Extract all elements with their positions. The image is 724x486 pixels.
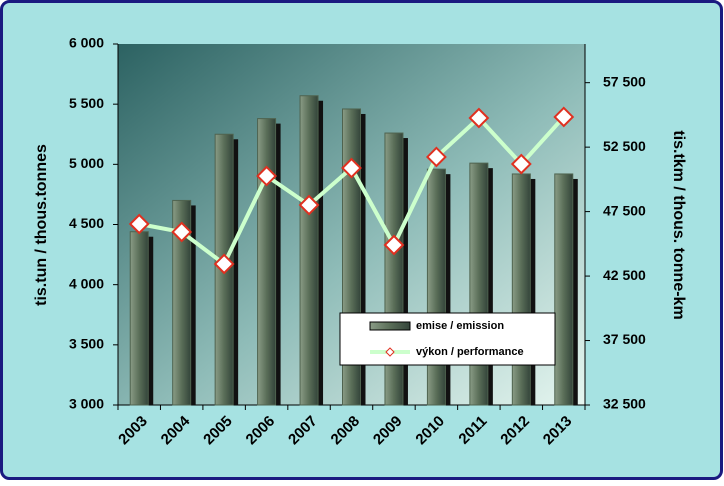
y-tick-label: 5 500 bbox=[69, 95, 104, 111]
y2-tick-label: 57 500 bbox=[603, 73, 646, 89]
line-marker bbox=[510, 153, 532, 175]
bar bbox=[469, 162, 489, 406]
line-marker bbox=[341, 157, 362, 179]
y-tick-label: 3 000 bbox=[69, 396, 104, 412]
bar bbox=[426, 168, 446, 406]
line-marker bbox=[298, 194, 320, 216]
y2-tick-label: 32 500 bbox=[603, 396, 646, 412]
y-tick-label: 4 500 bbox=[69, 215, 104, 231]
line-marker bbox=[256, 165, 278, 187]
legend: emise / emission výkon / performance bbox=[339, 312, 556, 366]
bar bbox=[299, 95, 319, 406]
bar bbox=[511, 173, 531, 406]
y-tick-label: 5 000 bbox=[69, 155, 104, 171]
y-tick-label: 3 500 bbox=[69, 336, 104, 352]
line-marker bbox=[425, 146, 447, 168]
y-tick-label: 6 000 bbox=[69, 35, 104, 51]
line-marker bbox=[553, 106, 575, 128]
bar bbox=[129, 231, 149, 406]
line-marker bbox=[128, 213, 150, 235]
bar bbox=[554, 173, 574, 406]
bar bbox=[257, 118, 277, 406]
line-marker bbox=[213, 253, 235, 275]
line-marker bbox=[383, 234, 405, 256]
y2-tick-label: 52 500 bbox=[603, 138, 646, 154]
y2-tick-label: 42 500 bbox=[603, 267, 646, 283]
y-axis-title: tis.tun / thous.tonnes bbox=[33, 144, 50, 306]
legend-swatch bbox=[369, 321, 411, 331]
legend-label: výkon / performance bbox=[416, 346, 524, 358]
line-marker bbox=[468, 107, 490, 129]
y2-tick-label: 47 500 bbox=[603, 202, 646, 218]
y-tick-label: 4 000 bbox=[69, 275, 104, 291]
y2-axis-title: tis.tkm / thous. tonne-km bbox=[670, 130, 687, 319]
legend-label: emise / emission bbox=[416, 320, 504, 332]
y2-tick-label: 37 500 bbox=[603, 331, 646, 347]
legend-marker bbox=[385, 347, 395, 357]
bar bbox=[172, 199, 192, 406]
line-marker bbox=[171, 221, 193, 243]
